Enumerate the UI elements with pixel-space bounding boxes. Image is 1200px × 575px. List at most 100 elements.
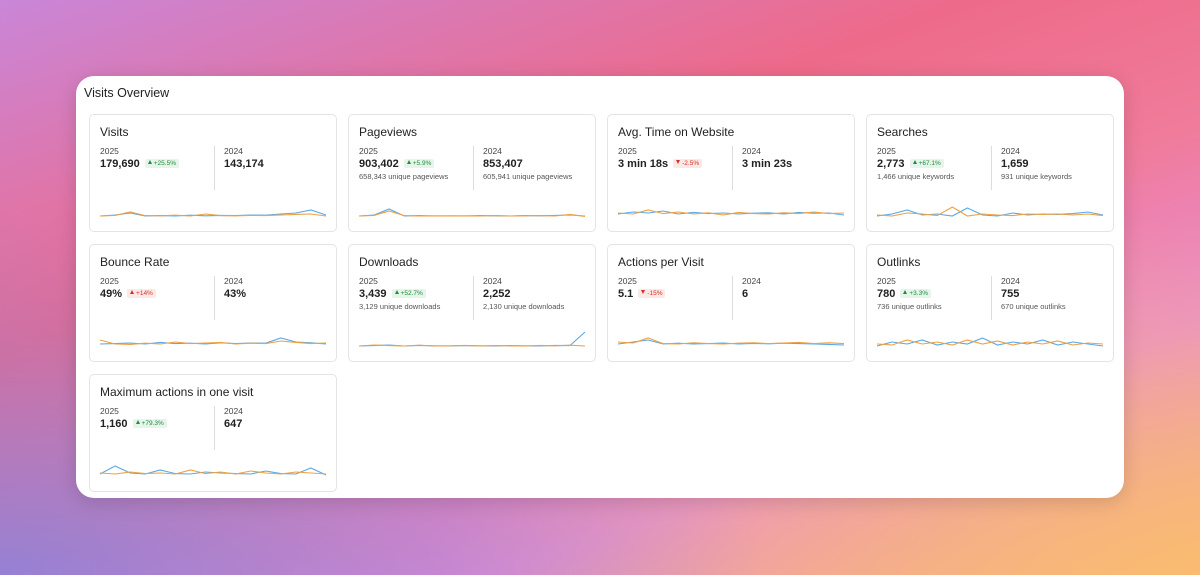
card-title: Avg. Time on Website <box>618 125 735 139</box>
sparkline <box>99 337 327 345</box>
metric-subtext: 1,466 unique keywords <box>877 172 955 181</box>
metric-value: 647 <box>224 418 243 430</box>
metric-column: 2025 3 min 18s -2.5% <box>618 146 703 170</box>
change-text: +14% <box>136 290 153 297</box>
sparkline <box>617 337 845 346</box>
metric-column: 2024 143,174 <box>224 146 264 170</box>
metric-subtext: 605,941 unique pageviews <box>483 172 573 181</box>
change-text: -15% <box>647 290 663 297</box>
sparkline-series <box>617 210 845 216</box>
overview-panel: Visits Overview Visits 2025 179,690 +25.5% 2… <box>76 76 1124 498</box>
value-text: 6 <box>742 288 749 300</box>
sparkline-series <box>358 344 586 347</box>
sparkline-series <box>617 209 845 216</box>
year-label: 2024 <box>742 146 761 156</box>
sparkline-series <box>617 337 845 345</box>
metric-value: 5.1 -15% <box>618 288 666 300</box>
year-label: 2025 <box>100 406 119 416</box>
change-arrow <box>130 290 135 294</box>
metric-column: 2025 1,160 +79.3% <box>100 406 167 430</box>
metric-value: 1,659 <box>1001 158 1072 170</box>
change-arrow <box>676 160 681 164</box>
sparkline <box>358 208 586 217</box>
sparkline-series <box>876 206 1104 217</box>
metric-value: 780 +3.3% <box>877 288 942 300</box>
metric-value: 43% <box>224 288 246 300</box>
column-divider <box>991 146 992 190</box>
sparkline-series <box>358 210 586 217</box>
year-label: 2025 <box>877 146 896 156</box>
sparkline-series <box>876 339 1104 346</box>
change-arrow <box>903 290 908 294</box>
column-divider <box>214 146 215 190</box>
metric-column: 2025 49% +14% <box>100 276 156 300</box>
value-text: 3 min 23s <box>742 158 793 170</box>
column-divider <box>732 276 733 320</box>
change-text: +67.1% <box>918 160 941 167</box>
metric-card: Maximum actions in one visit 2025 1,160 +79… <box>89 374 337 492</box>
change-arrow <box>147 160 152 164</box>
sparkline <box>876 206 1104 217</box>
metric-column: 2024 647 <box>224 406 243 430</box>
change-text: +3.3% <box>909 290 928 297</box>
sparkline <box>617 209 845 216</box>
change-badge: +25.5% <box>144 159 179 168</box>
card-title: Actions per Visit <box>618 255 704 269</box>
metric-card: Avg. Time on Website 2025 3 min 18s -2.5% 20… <box>607 114 855 232</box>
metric-value: 6 <box>742 288 761 300</box>
card-title: Visits <box>100 125 129 139</box>
change-arrow <box>135 420 140 424</box>
value-text: 853,407 <box>483 158 523 170</box>
metric-subtext: 931 unique keywords <box>1001 172 1072 181</box>
metric-column: 2024 6 <box>742 276 761 300</box>
metric-column: 2025 903,402 +5.9% 658,343 unique pageviews <box>359 146 448 181</box>
metric-value: 853,407 <box>483 158 572 170</box>
change-badge: +67.1% <box>909 159 944 168</box>
metric-column: 2025 2,773 +67.1% 1,466 unique keywords <box>877 146 954 181</box>
metric-column: 2024 43% <box>224 276 246 300</box>
year-label: 2024 <box>1001 276 1020 286</box>
card-title: Bounce Rate <box>100 255 170 269</box>
card-title: Searches <box>877 125 928 139</box>
metric-column: 2025 3,439 +52.7% 3,129 unique downloads <box>359 276 440 311</box>
metric-subtext: 2,130 unique downloads <box>483 302 565 311</box>
sparkline-series <box>617 339 845 346</box>
metric-card: Visits 2025 179,690 +25.5% 2024 143,174 <box>89 114 337 232</box>
metric-column: 2025 780 +3.3% 736 unique outlinks <box>877 276 942 311</box>
year-label: 2025 <box>100 276 119 286</box>
change-badge: +3.3% <box>900 289 931 298</box>
year-label: 2025 <box>100 146 119 156</box>
change-badge: +14% <box>127 289 156 298</box>
metric-card: Outlinks 2025 780 +3.3% 736 unique outlinks 2… <box>866 244 1114 362</box>
column-divider <box>214 276 215 320</box>
metric-value: 2,773 +67.1% <box>877 158 954 170</box>
value-text: 5.1 <box>618 288 634 300</box>
metric-value: 3,439 +52.7% <box>359 288 440 300</box>
change-badge: +79.3% <box>132 419 167 428</box>
year-label: 2024 <box>224 276 243 286</box>
value-text: 3 min 18s <box>618 158 669 170</box>
card-title: Downloads <box>359 255 419 269</box>
metric-card: Bounce Rate 2025 49% +14% 2024 43% <box>89 244 337 362</box>
year-label: 2024 <box>483 276 502 286</box>
column-divider <box>214 406 215 450</box>
value-text: 2,252 <box>483 288 511 300</box>
sparkline <box>876 337 1104 347</box>
year-label: 2024 <box>224 406 243 416</box>
change-arrow <box>641 290 646 294</box>
change-text: -2.5% <box>682 160 700 167</box>
column-divider <box>732 146 733 190</box>
sparkline <box>99 465 327 476</box>
column-divider <box>473 146 474 190</box>
change-text: +5.9% <box>412 160 432 167</box>
sparkline-series <box>99 211 327 217</box>
metric-column: 2024 3 min 23s <box>742 146 792 170</box>
metric-subtext: 670 unique outlinks <box>1001 302 1066 311</box>
panel-title: Visits Overview <box>84 86 170 100</box>
metric-subtext: 3,129 unique downloads <box>359 302 441 311</box>
sparkline-series <box>99 465 327 476</box>
metric-value: 1,160 +79.3% <box>100 418 167 430</box>
value-text: 647 <box>224 418 243 430</box>
value-text: 3,439 <box>359 288 387 300</box>
